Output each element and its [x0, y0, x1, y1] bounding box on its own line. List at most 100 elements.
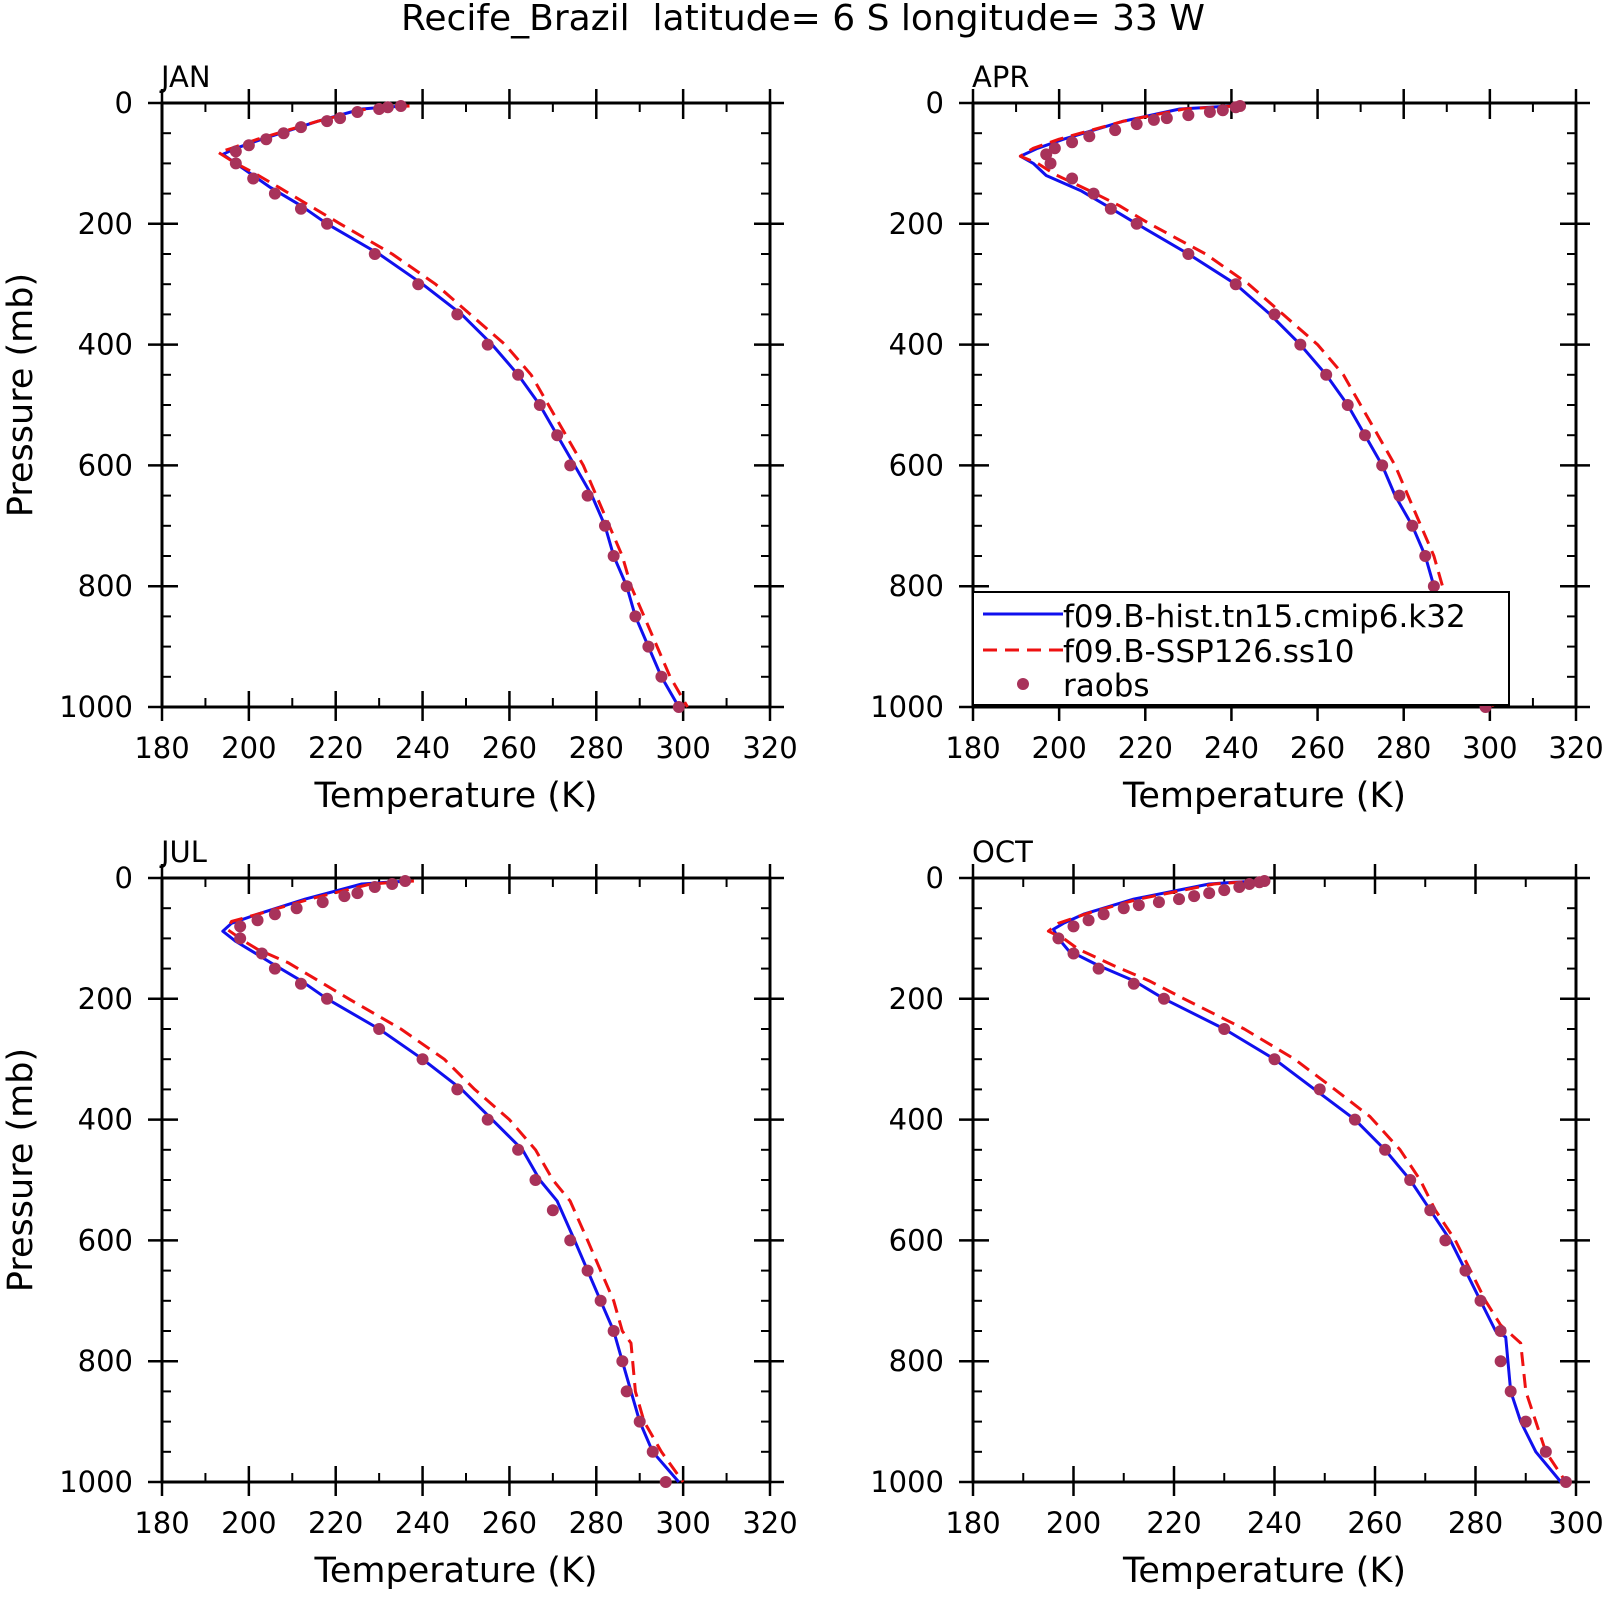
raobs-point [416, 1053, 429, 1066]
x-tick-label: 260 [1290, 731, 1345, 765]
y-tick-label: 0 [115, 86, 133, 120]
raobs-point [255, 947, 268, 960]
x-axis-label-apr: Temperature (K) [1122, 776, 1406, 816]
raobs-point [1052, 932, 1065, 945]
panel-apr: APR Temperature (K) 0 200 400 600 800 1000180… [870, 60, 1603, 816]
raobs-point [1504, 1385, 1517, 1398]
raobs-point [529, 1174, 542, 1186]
x-tick-label: 280 [1376, 731, 1431, 765]
raobs-point [1406, 519, 1419, 532]
raobs-point [1459, 1264, 1472, 1277]
raobs-point [1097, 908, 1110, 921]
x-tick-label: 200 [221, 731, 276, 765]
raobs-point [242, 139, 255, 152]
y-tick-label: 1000 [59, 1465, 133, 1499]
plot-frame-jan [160, 101, 772, 709]
y-tick-label: 600 [889, 1223, 944, 1257]
raobs-point [368, 248, 381, 260]
scenario-series-line [1018, 104, 1496, 708]
raobs-point [646, 1445, 659, 1458]
raobs-point [512, 1143, 525, 1156]
raobs-point [1203, 887, 1216, 900]
raobs-point [581, 1264, 594, 1277]
raobs-point [1092, 962, 1105, 975]
x-tick-label: 300 [655, 1506, 710, 1540]
raobs-point [1117, 902, 1130, 915]
raobs-point [1147, 113, 1160, 126]
y-tick-label: 200 [889, 982, 944, 1016]
x-tick-label: 320 [742, 1506, 797, 1540]
raobs-point [334, 112, 347, 125]
raobs-point [594, 1294, 607, 1307]
x-axis-label-jan: Temperature (K) [313, 776, 597, 816]
x-tick-label: 260 [1347, 1506, 1402, 1540]
y-tick-label: 400 [889, 328, 944, 362]
y-tick-label: 0 [926, 861, 944, 895]
raobs-point [351, 887, 364, 900]
scenario-series-line [1046, 879, 1568, 1483]
raobs-point [1243, 878, 1256, 891]
x-tick-label: 260 [482, 1506, 537, 1540]
y-tick-label: 800 [78, 569, 133, 603]
raobs-point [629, 610, 642, 623]
plot-frame-oct [971, 876, 1578, 1484]
y-tick-label: 800 [889, 569, 944, 603]
raobs-point [1233, 881, 1246, 894]
raobs-point [234, 920, 247, 933]
y-tick-label: 200 [78, 207, 133, 241]
legend-label-obs: raobs [1063, 668, 1150, 704]
raobs-point [1160, 112, 1173, 125]
raobs-point [1439, 1234, 1452, 1247]
y-tick-label: 200 [889, 207, 944, 241]
raobs-point [1268, 1053, 1281, 1066]
raobs-point [399, 875, 412, 888]
raobs-point [294, 202, 307, 215]
raobs-point [316, 896, 329, 909]
raobs-point [321, 115, 334, 128]
raobs-point [321, 992, 334, 1005]
x-tick-label: 240 [395, 1506, 450, 1540]
raobs-point [607, 550, 620, 562]
y-tick-label: 400 [78, 1103, 133, 1137]
raobs-point [1048, 142, 1061, 155]
raobs-point [1559, 1476, 1572, 1488]
y-tick-label: 400 [78, 328, 133, 362]
raobs-point [1157, 992, 1170, 1005]
raobs-point [481, 1113, 494, 1126]
x-axis-label-oct: Temperature (K) [1122, 1551, 1406, 1591]
panel-jan: JAN Temperature (K) Pressure (mb) 0 200 40… [1, 60, 798, 816]
raobs-point [1087, 187, 1100, 200]
x-tick-label: 240 [1204, 731, 1259, 765]
raobs-point [598, 519, 611, 532]
raobs-point [1253, 876, 1266, 889]
raobs-point [373, 1023, 386, 1035]
raobs-point [1152, 896, 1165, 909]
y-tick-label: 200 [78, 982, 133, 1016]
raobs-point [1067, 947, 1080, 960]
raobs-point [1132, 899, 1145, 912]
raobs-point [1474, 1294, 1487, 1307]
raobs-point [1519, 1415, 1532, 1428]
raobs-point [551, 429, 564, 442]
raobs-point [229, 157, 242, 170]
x-axis-label-jul: Temperature (K) [313, 1551, 597, 1591]
panel-label-jul: JUL [159, 835, 207, 869]
raobs-point [533, 399, 546, 411]
raobs-point [607, 1325, 620, 1337]
x-tick-label: 280 [569, 731, 624, 765]
x-tick-label: 260 [482, 731, 537, 765]
raobs-point [1320, 368, 1333, 381]
raobs-point [260, 133, 273, 146]
legend-label-model: f09.B-hist.tn15.cmip6.k32 [1063, 599, 1466, 635]
raobs-point [451, 308, 464, 321]
raobs-point [251, 914, 264, 927]
raobs-point [1182, 248, 1195, 260]
x-tick-label: 220 [308, 1506, 363, 1540]
raobs-point [277, 127, 290, 140]
raobs-point [373, 103, 386, 116]
raobs-point [581, 489, 594, 502]
raobs-point [290, 902, 303, 915]
y-tick-label: 400 [889, 1103, 944, 1137]
figure-title: Recife_Brazil latitude= 6 S longitude= 3… [401, 0, 1205, 39]
raobs-point [512, 368, 525, 381]
